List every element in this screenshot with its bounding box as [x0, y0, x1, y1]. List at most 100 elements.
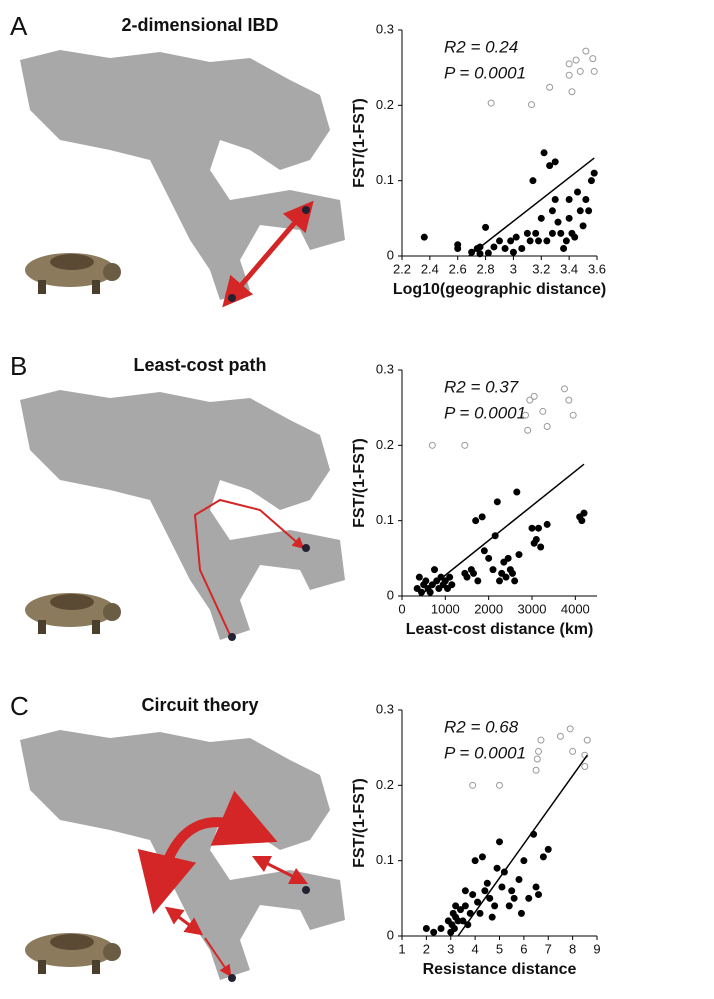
annotation: R2 = 0.68: [444, 717, 519, 736]
point: [494, 499, 500, 505]
point: [536, 525, 542, 531]
point: [547, 84, 553, 90]
fit-line: [458, 755, 587, 936]
point: [502, 245, 508, 251]
map-c: [20, 730, 345, 982]
point: [479, 514, 485, 520]
point: [497, 238, 503, 244]
point: [566, 61, 572, 67]
point: [423, 925, 429, 931]
point: [511, 895, 517, 901]
panel-label: A: [10, 11, 28, 41]
point: [566, 72, 572, 78]
x-tick-label: 3: [447, 941, 454, 956]
point: [491, 244, 497, 250]
point: [510, 249, 516, 255]
x-tick-label: 1000: [431, 601, 460, 616]
x-tick-label: 2.6: [449, 261, 467, 276]
x-tick-label: 1: [398, 941, 405, 956]
point: [506, 903, 512, 909]
point: [583, 197, 589, 203]
x-tick-label: 4000: [561, 601, 590, 616]
point: [497, 578, 503, 584]
point: [547, 163, 553, 169]
point: [569, 89, 575, 95]
point: [494, 865, 500, 871]
point: [431, 929, 437, 935]
y-tick-label: 0: [387, 247, 394, 262]
point: [509, 888, 515, 894]
point: [483, 224, 489, 230]
x-tick-label: 2.8: [477, 261, 495, 276]
point: [588, 178, 594, 184]
y-tick-label: 0.2: [376, 777, 394, 792]
point: [538, 544, 544, 550]
point: [540, 854, 546, 860]
point: [575, 189, 581, 195]
point: [514, 489, 520, 495]
point: [570, 748, 576, 754]
point: [492, 903, 498, 909]
point: [536, 238, 542, 244]
point: [533, 537, 539, 543]
x-tick-label: 4: [472, 941, 479, 956]
x-tick-label: 2000: [474, 601, 503, 616]
panel-label: B: [10, 351, 27, 381]
x-axis-label: Log10(geographic distance): [393, 281, 606, 298]
y-tick-label: 0: [387, 927, 394, 942]
y-axis-label: FST/(1-FST): [351, 778, 368, 868]
x-tick-label: 2.2: [393, 261, 411, 276]
y-tick-label: 0: [387, 587, 394, 602]
point: [451, 925, 457, 931]
point: [432, 567, 438, 573]
point: [530, 178, 536, 184]
point: [462, 442, 468, 448]
point: [586, 208, 592, 214]
panel-label: C: [10, 691, 29, 721]
y-tick-label: 0.3: [376, 361, 394, 376]
point: [447, 574, 453, 580]
x-axis-label: Resistance distance: [423, 961, 577, 978]
point: [416, 574, 422, 580]
point: [519, 245, 525, 251]
point: [488, 100, 494, 106]
point: [490, 567, 496, 573]
y-tick-label: 0.1: [376, 512, 394, 527]
point: [544, 521, 550, 527]
point: [518, 910, 524, 916]
point: [552, 197, 558, 203]
y-tick-label: 0.1: [376, 172, 394, 187]
y-tick-label: 0.1: [376, 852, 394, 867]
point: [508, 238, 514, 244]
point: [580, 223, 586, 229]
x-tick-label: 3.2: [532, 261, 550, 276]
point: [497, 782, 503, 788]
point: [581, 510, 587, 516]
point: [472, 858, 478, 864]
point: [538, 737, 544, 743]
point: [477, 251, 483, 257]
point: [489, 914, 495, 920]
point: [562, 386, 568, 392]
point: [545, 846, 551, 852]
point: [421, 234, 427, 240]
panel-title: Least-cost path: [133, 355, 266, 375]
x-axis-label: Least-cost distance (km): [406, 621, 594, 638]
point: [561, 245, 567, 251]
point: [464, 574, 470, 580]
point: [470, 892, 476, 898]
point: [573, 57, 579, 63]
point: [484, 880, 490, 886]
y-tick-label: 0.2: [376, 97, 394, 112]
point: [541, 150, 547, 156]
point: [470, 782, 476, 788]
point: [540, 408, 546, 414]
page: A2-dimensional IBD00.10.20.32.22.42.62.8…: [0, 0, 714, 999]
annotation: R2 = 0.37: [444, 377, 519, 396]
point: [473, 518, 479, 524]
point: [512, 578, 518, 584]
figure: A2-dimensional IBD00.10.20.32.22.42.62.8…: [0, 0, 714, 994]
point: [529, 525, 535, 531]
point: [544, 238, 550, 244]
point: [471, 570, 477, 576]
